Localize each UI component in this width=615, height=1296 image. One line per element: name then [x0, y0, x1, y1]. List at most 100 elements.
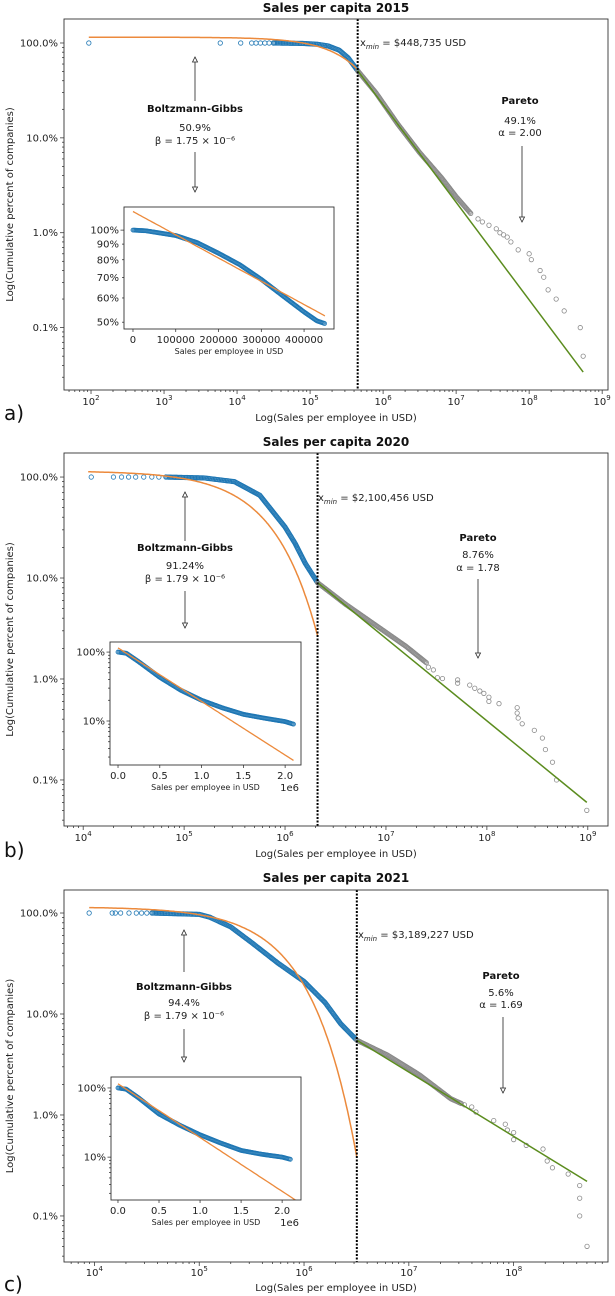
- tail-point: [502, 1121, 508, 1127]
- empirical-point: [144, 910, 150, 916]
- plot-area: [86, 36, 586, 373]
- boltzmann-gibbs-fit-line: [88, 471, 319, 637]
- y-tick-label: 0.1%: [33, 323, 58, 334]
- inset-y-tick-label: 80%: [97, 255, 119, 266]
- inset-y-tick-label: 100%: [90, 226, 119, 237]
- bg-up-arrow-head-icon: [181, 491, 189, 498]
- inset-x-tick-label: 0: [130, 335, 136, 346]
- inset-empirical-point: [287, 1156, 293, 1162]
- tail-point: [541, 274, 547, 280]
- pareto-arrow-head-icon: [474, 652, 482, 659]
- inset-x-tick-label: 300000: [242, 335, 280, 346]
- tail-point: [545, 287, 551, 293]
- tail-point: [469, 1104, 475, 1110]
- plot-area: [88, 471, 590, 813]
- inset-x-tick-label: 1.0: [192, 1206, 208, 1217]
- xmin-label: xmin = $448,735 USD: [360, 38, 466, 51]
- y-axis-label: Log(Cumulative percent of companies): [5, 979, 16, 1174]
- tail-point: [577, 1195, 583, 1201]
- tail-point: [486, 698, 492, 704]
- tail-point: [544, 1158, 550, 1164]
- inset-bg-fit-line: [132, 210, 326, 317]
- tail-point: [511, 1129, 517, 1136]
- inset-y-tick-label: 90%: [97, 240, 119, 251]
- tail-point: [549, 759, 556, 765]
- x-axis-label: Log(Sales per employee in USD): [255, 849, 417, 860]
- y-tick-label: 1.0%: [33, 228, 58, 239]
- y-axis-label: Log(Cumulative percent of companies): [5, 107, 16, 302]
- empirical-point: [118, 910, 124, 916]
- inset-y-tick-label: 10%: [84, 1153, 106, 1164]
- tail-point: [467, 209, 473, 216]
- pareto-fit-line: [356, 1039, 588, 1183]
- inset-plot-area: [115, 647, 296, 761]
- pareto-fit-line: [317, 582, 588, 803]
- x-tick-label: 108: [505, 1265, 522, 1279]
- y-tick-label: 0.1%: [33, 775, 58, 786]
- tail-point: [539, 735, 545, 741]
- y-tick-label: 10.0%: [26, 574, 58, 585]
- tail-point: [455, 680, 461, 686]
- empirical-point: [109, 910, 115, 916]
- pareto-arrow-head-icon: [499, 1087, 507, 1094]
- inset-x-tick-label: 0.5: [151, 1206, 167, 1217]
- tail-point: [481, 690, 487, 696]
- tail-point: [439, 675, 446, 682]
- tail-point: [584, 1243, 590, 1249]
- tail-point: [486, 222, 492, 228]
- y-tick-label: 100.0%: [20, 909, 58, 920]
- inset-empirical-point: [291, 721, 296, 727]
- pareto-annotation-name: Pareto: [459, 533, 496, 544]
- x-tick-label: 103: [155, 394, 172, 408]
- x-tick-label: 109: [594, 394, 611, 408]
- empirical-point: [112, 910, 118, 916]
- bg-down-arrow-head-icon: [180, 1056, 188, 1063]
- empirical-point: [118, 474, 125, 480]
- y-tick-label: 0.1%: [33, 1211, 58, 1222]
- empirical-point: [133, 474, 139, 480]
- empirical-point: [126, 910, 132, 916]
- x-tick-label: 109: [579, 830, 596, 844]
- inset-frame: [110, 1076, 302, 1201]
- tail-point: [561, 308, 567, 314]
- pareto-annotation-share: 8.76%: [462, 550, 494, 561]
- tail-point: [475, 216, 481, 222]
- y-tick-label: 1.0%: [33, 1110, 58, 1121]
- empirical-point: [86, 910, 92, 916]
- inset-frame: [109, 641, 302, 766]
- x-tick-label: 106: [295, 1265, 313, 1279]
- x-tick-label: 105: [176, 830, 193, 844]
- x-tick-label: 106: [374, 394, 392, 408]
- tail-point: [430, 667, 436, 673]
- y-tick-label: 1.0%: [33, 674, 58, 685]
- tail-point: [531, 727, 537, 733]
- pareto-arrow-head-icon: [518, 216, 526, 223]
- empirical-point: [138, 910, 145, 916]
- x-tick-label: 104: [75, 830, 93, 844]
- tail-point: [477, 688, 483, 694]
- inset-frame: [123, 206, 335, 330]
- tail-point: [519, 721, 525, 727]
- empirical-point: [257, 40, 264, 46]
- inset-y-tick-label: 10%: [83, 717, 105, 728]
- inset-x-offset-label: 1e6: [280, 783, 299, 794]
- bg-annotation-share: 94.4%: [168, 998, 200, 1009]
- x-tick-label: 105: [301, 394, 318, 408]
- inset-x-tick-label: 2.0: [274, 1206, 290, 1217]
- tail-point: [500, 232, 507, 238]
- empirical-point: [253, 40, 259, 46]
- empirical-point: [110, 474, 117, 480]
- x-tick-label: 108: [478, 830, 495, 844]
- empirical-point: [217, 40, 223, 46]
- tail-point: [514, 705, 520, 711]
- inset-chart: 0.0 0.5 1.0 1.5 2.0 100% 10% Sales per employee…: [77, 1076, 302, 1229]
- tail-point: [565, 1171, 571, 1177]
- inset-chart: 0 100000 200000 300000 400000 100% 90% 80% 70% 60…: [90, 206, 335, 356]
- pareto-fit-line: [357, 70, 584, 373]
- inset-chart: 0.0 0.5 1.0 1.5 2.0 100% 10% Sales per employee…: [76, 641, 302, 794]
- x-tick-label: 108: [521, 394, 538, 408]
- inset-x-offset-label: 1e6: [280, 1218, 299, 1229]
- tail-point: [580, 353, 586, 359]
- x-axis-label: Log(Sales per employee in USD): [255, 1283, 417, 1294]
- tail-point: [528, 257, 534, 263]
